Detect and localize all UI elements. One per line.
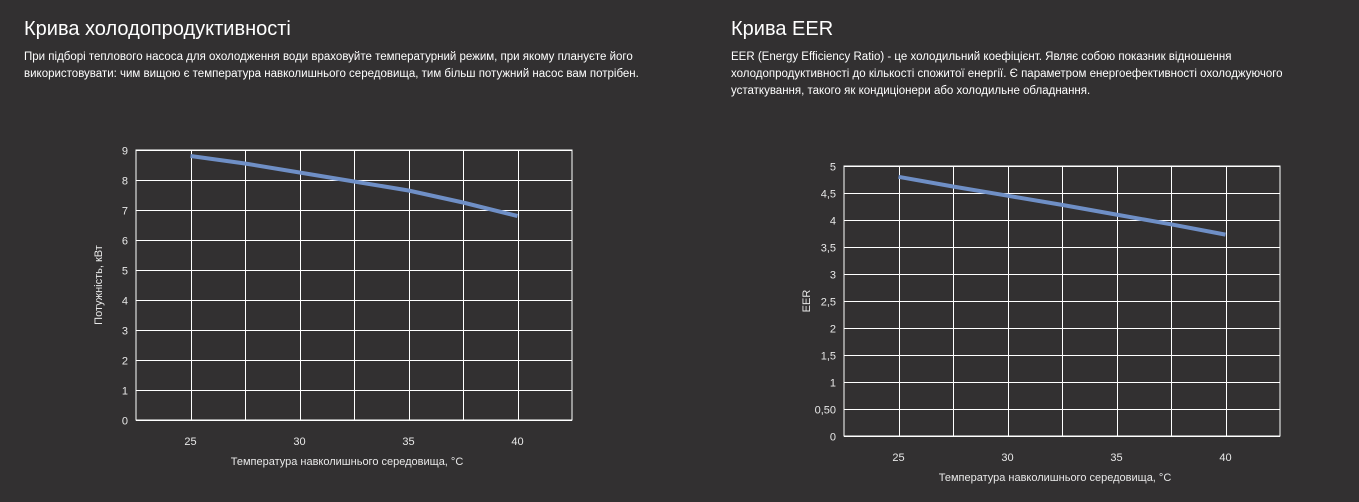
cooling-y-tick-label: 4 [122,296,128,308]
eer-y-tick-label: 5 [830,162,836,174]
cooling-y-tick-label: 5 [122,266,128,278]
cooling-capacity-title: Крива холодопродуктивності [24,18,291,40]
cooling-series-line [190,154,518,218]
eer-series-line [898,174,1226,237]
cooling-y-tick-label: 0 [122,416,128,428]
cooling-y-tick-label: 6 [122,236,128,248]
cooling-y-tick-label: 3 [122,326,128,338]
eer-panel: Крива EER EER (Energy Efficiency Ratio) … [731,0,1331,100]
eer-y-tick-label: 0 [830,432,836,444]
eer-y-tick-label: 3 [830,270,836,282]
cooling-capacity-description: При підборі теплового насоса для охолодж… [24,51,639,80]
eer-y-tick-label: 4,5 [821,189,836,201]
cooling-y-tick-label: 8 [122,176,128,188]
eer-x-axis-title: Температура навколишнього середовища, °C [939,472,1172,484]
eer-y-tick-label: 0,50 [815,405,836,417]
cooling-y-tick-label: 2 [122,356,128,368]
eer-y-tick-label: 2,5 [821,297,836,309]
eer-y-axis-title: EER [801,290,813,313]
eer-y-tick-label: 1 [830,378,836,390]
eer-y-tick-label: 3,5 [821,243,836,255]
eer-x-tick-label: 40 [1219,452,1231,464]
eer-y-tick-label: 4 [830,216,836,228]
cooling-x-tick-label: 30 [293,436,305,448]
eer-x-tick-label: 35 [1110,452,1122,464]
eer-x-tick-label: 25 [892,452,904,464]
cooling-y-axis-title: Потужність, кВт [93,245,105,325]
eer-x-tick-label: 30 [1001,452,1013,464]
eer-y-tick-label: 1,5 [821,351,836,363]
cooling-y-tick-label: 9 [122,146,128,158]
eer-description: EER (Energy Efficiency Ratio) - це холод… [731,51,1283,97]
cooling-capacity-panel: Крива холодопродуктивності При підборі т… [24,0,664,83]
cooling-x-tick-label: 40 [511,436,523,448]
cooling-y-tick-label: 1 [122,386,128,398]
eer-title: Крива EER [731,18,834,40]
eer-y-tick-label: 2 [830,324,836,336]
cooling-x-tick-label: 25 [184,436,196,448]
cooling-x-axis-title: Температура навколишнього середовища, °C [231,456,464,468]
cooling-y-tick-label: 7 [122,206,128,218]
cooling-x-tick-label: 35 [402,436,414,448]
